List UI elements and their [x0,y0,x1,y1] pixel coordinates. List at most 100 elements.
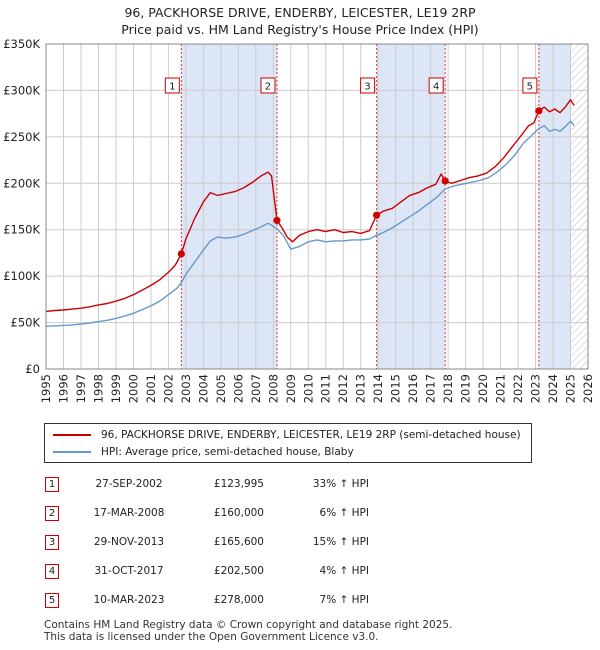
x-tick-label: 2024 [546,374,560,403]
x-tick-label: 2005 [214,374,228,403]
sale-hpi-change: 4% ↑ HPI [319,565,369,577]
x-tick-label: 1997 [74,374,88,403]
table-row: 2 17-MAR-2008 £160,000 6% ↑ HPI [44,499,484,528]
sale-point [441,177,449,185]
sale-number-badge: 2 [45,506,59,521]
sale-point [273,216,281,225]
sale-price: £278,000 [213,594,264,606]
legend: 96, PACKHORSE DRIVE, ENDERBY, LEICESTER,… [44,423,532,463]
sale-price: £160,000 [213,507,264,519]
x-tick-label: 2023 [529,374,543,403]
title-line-1: 96, PACKHORSE DRIVE, ENDERBY, LEICESTER,… [124,5,476,20]
y-tick-label: £0 [25,362,40,376]
shaded-period [538,44,571,369]
legend-swatch-hpi [53,451,91,453]
table-row: 1 27-SEP-2002 £123,995 33% ↑ HPI [44,470,484,499]
y-tick-label: £200K [3,176,40,190]
sale-point [177,250,185,258]
y-tick-label: £100K [3,269,40,283]
sale-date: 31-OCT-2017 [94,565,164,577]
x-tick-label: 2006 [231,374,245,403]
price-chart: 1 2 3 4 5 £0 £50K £100K £150K £200K £250K £300K £35… [3,37,595,403]
x-tick-label: 1995 [39,374,53,403]
x-tick-label: 2011 [319,374,333,403]
x-tick-label: 2022 [511,374,525,403]
x-tick-label: 2017 [424,374,438,403]
x-tick-label: 2003 [179,374,193,403]
x-tick-label: 2014 [371,374,385,403]
sale-point [373,211,381,219]
legend-label-property: 96, PACKHORSE DRIVE, ENDERBY, LEICESTER,… [101,429,521,441]
shaded-period [376,44,446,369]
sale-label-box [360,77,376,94]
x-tick-label: 2009 [284,374,298,403]
y-tick-label: £250K [3,130,40,144]
sale-price: £202,500 [213,565,264,577]
x-tick-label: 2010 [301,374,315,403]
y-tick-label: £150K [3,223,40,237]
y-tick-label: £300K [3,83,40,97]
sale-point [535,107,543,115]
y-tick-label: £350K [3,37,40,51]
x-tick-label: 2008 [266,374,280,403]
x-tick-label: 1996 [56,374,70,403]
sale-label-box [428,77,444,94]
sale-hpi-change: 33% ↑ HPI [312,478,369,490]
sale-price: £123,995 [213,478,264,490]
legend-item-hpi: HPI: Average price, semi-detached house,… [53,446,354,458]
sale-label-box [522,77,538,94]
sale-label: 1 [169,82,175,93]
forecast-hatch [570,44,588,369]
x-tick-label: 2020 [476,374,490,403]
legend-item-property: 96, PACKHORSE DRIVE, ENDERBY, LEICESTER,… [53,429,521,441]
series-line [45,120,575,327]
x-tick-label: 2000 [126,374,140,403]
sale-date: 10-MAR-2023 [93,594,165,606]
x-tick-label: 1998 [91,374,105,403]
x-tick-label: 2016 [406,374,420,403]
sale-number-badge: 1 [45,477,59,492]
sale-number-badge: 3 [45,535,59,550]
series-line [45,99,575,313]
sale-label-box [164,77,180,94]
sale-number-badge: 4 [45,564,59,579]
footer-line-2: This data is licensed under the Open Gov… [44,631,379,643]
x-tick-label: 2002 [161,374,175,403]
x-tick-label: 1999 [109,374,123,403]
table-row: 5 10-MAR-2023 £278,000 7% ↑ HPI [44,586,484,615]
chart-title: 96, PACKHORSE DRIVE, ENDERBY, LEICESTER,… [0,4,600,38]
y-tick-label: £50K [11,316,41,330]
sale-date: 27-SEP-2002 [95,478,163,490]
sale-label-box [260,77,276,94]
x-tick-label: 2021 [494,374,508,403]
sale-label: 4 [433,82,439,93]
sale-hpi-change: 15% ↑ HPI [312,536,369,548]
x-tick-label: 2013 [354,374,368,403]
table-row: 4 31-OCT-2017 £202,500 4% ↑ HPI [44,557,484,586]
sale-label: 3 [364,82,370,93]
sale-hpi-change: 7% ↑ HPI [319,594,369,606]
sale-number-badge: 5 [45,593,59,608]
legend-label-hpi: HPI: Average price, semi-detached house,… [101,446,354,458]
sale-label: 2 [265,82,271,93]
x-tick-label: 2026 [581,374,595,403]
x-tick-label: 2012 [336,374,350,403]
legend-swatch-property [53,434,91,436]
x-tick-label: 2004 [196,374,210,403]
x-tick-label: 2001 [144,374,158,403]
sale-label: 5 [527,82,533,93]
plot-frame [45,43,589,370]
sale-date: 29-NOV-2013 [93,536,165,548]
x-tick-label: 2018 [441,374,455,403]
x-tick-label: 2025 [564,374,578,403]
shaded-period [181,44,277,369]
x-tick-label: 2015 [389,374,403,403]
title-line-2: Price paid vs. HM Land Registry's House … [121,22,479,37]
footer: Contains HM Land Registry data © Crown c… [44,619,452,643]
table-row: 3 29-NOV-2013 £165,600 15% ↑ HPI [44,528,484,557]
sale-hpi-change: 6% ↑ HPI [319,507,369,519]
footer-line-1: Contains HM Land Registry data © Crown c… [44,619,453,631]
x-tick-label: 2007 [249,374,263,403]
x-tick-label: 2019 [459,374,473,403]
sale-price: £165,600 [213,536,264,548]
